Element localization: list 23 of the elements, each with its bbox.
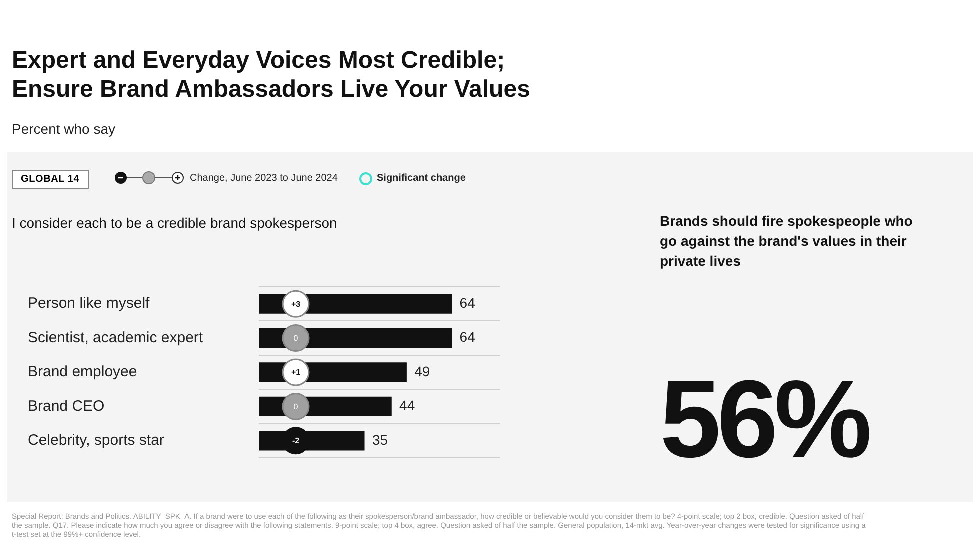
text: Change, June 2023 to June 2024 bbox=[190, 173, 338, 184]
text: Brands should fire spokespeople who go against the brand's values in their private lives bbox=[660, 212, 914, 271]
data-label: 64 bbox=[460, 329, 476, 346]
text: Significant change bbox=[377, 173, 466, 184]
annotation: +3 bbox=[291, 300, 302, 309]
annotation: -2 bbox=[292, 436, 300, 446]
data-label: 44 bbox=[400, 398, 416, 414]
annotation: +1 bbox=[291, 368, 302, 378]
text: 56% bbox=[660, 357, 868, 483]
text: I consider each to be a credible brand spokesperson bbox=[12, 215, 338, 231]
y-tick-label: Brand employee bbox=[28, 364, 138, 381]
text: Percent who say bbox=[12, 121, 116, 137]
annotation: 0 bbox=[294, 334, 299, 344]
text: GLOBAL 14 bbox=[12, 170, 89, 189]
data-label: 64 bbox=[460, 294, 476, 311]
y-tick-label: Person like myself bbox=[28, 295, 151, 312]
annotation: 0 bbox=[294, 402, 299, 412]
chart-title: Expert and Everyday Voices Most Credible; Ensure Brand Ambassadors Live Your Values bbox=[12, 46, 532, 104]
y-tick-label: Celebrity, sports star bbox=[28, 432, 164, 450]
data-label: 49 bbox=[414, 363, 430, 380]
y-tick-label: Scientist, academic expert bbox=[28, 329, 204, 346]
data-label: 35 bbox=[372, 432, 388, 448]
y-tick-label: Brand CEO bbox=[28, 398, 105, 415]
